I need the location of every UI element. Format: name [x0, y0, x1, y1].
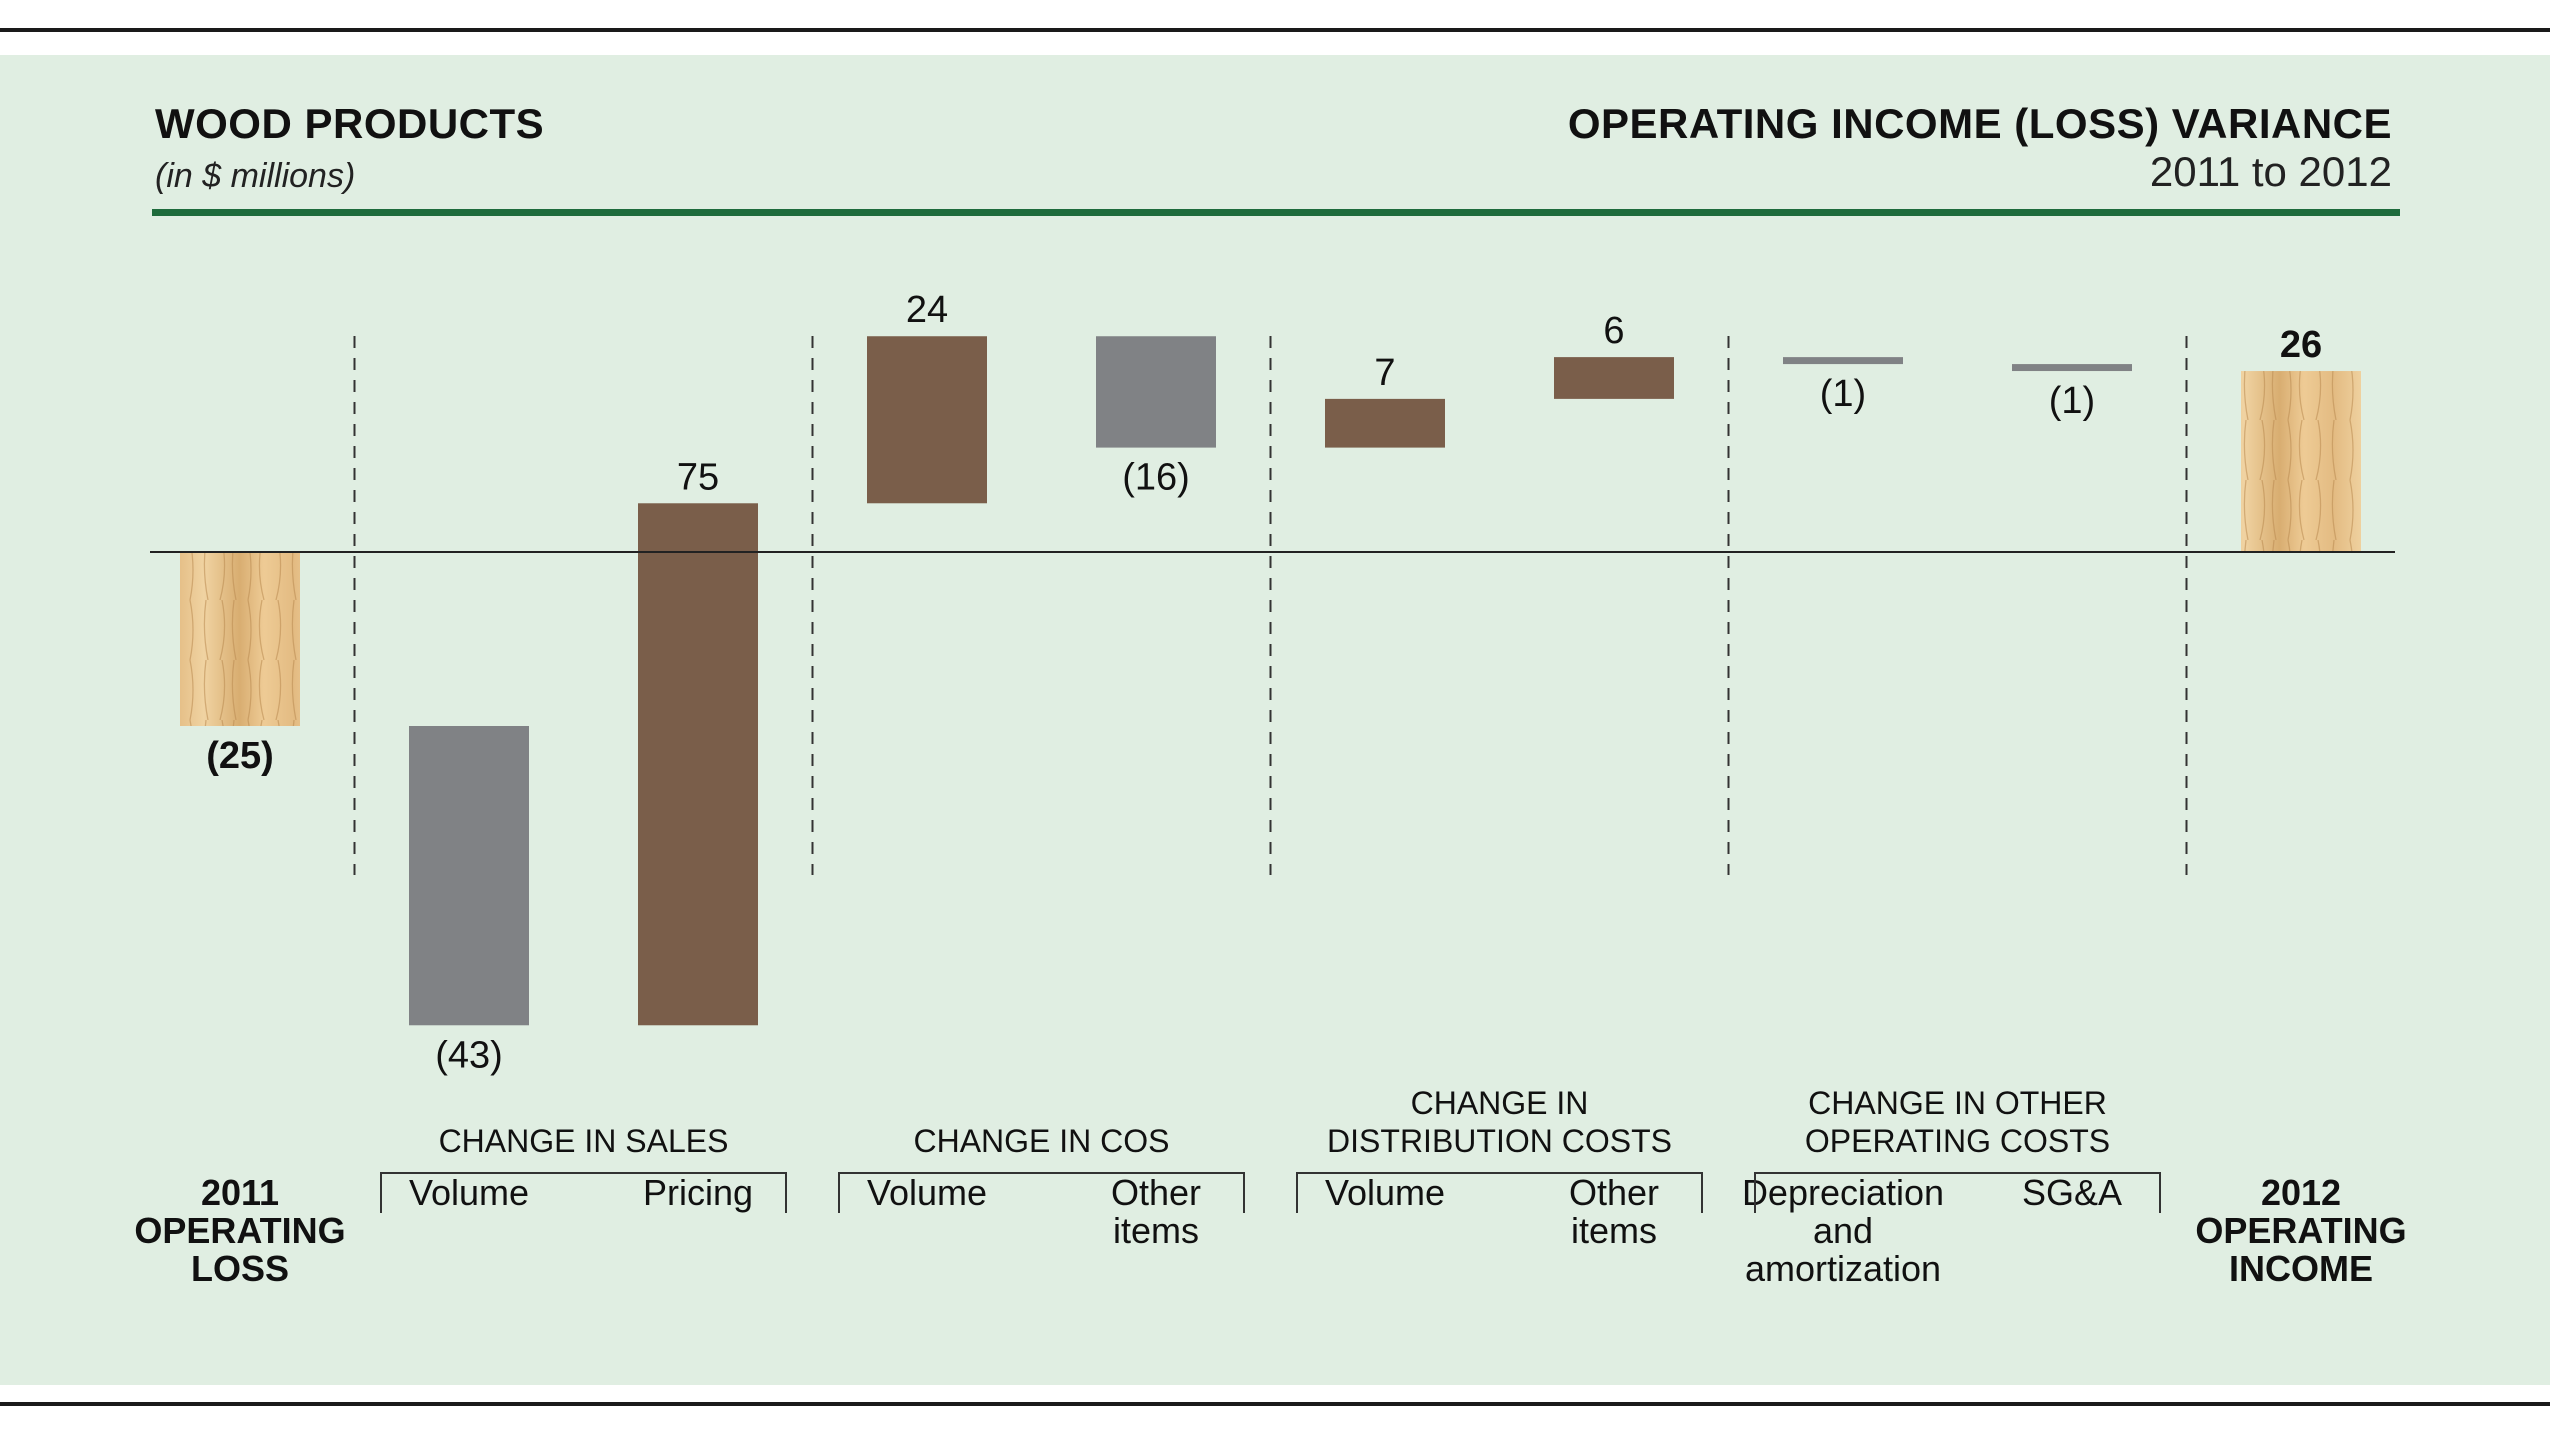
category-label: Pricing	[643, 1172, 753, 1213]
category-label: Other	[1111, 1172, 1201, 1213]
group-label: CHANGE IN OTHER	[1808, 1085, 2107, 1121]
bar	[638, 503, 758, 1026]
group-label: CHANGE IN COS	[913, 1123, 1169, 1159]
top-border-rule	[0, 28, 2550, 32]
category-label: LOSS	[191, 1248, 289, 1289]
bar	[180, 552, 300, 726]
category-label: amortization	[1745, 1248, 1941, 1289]
data-label: 7	[1374, 352, 1395, 394]
chart-title: WOOD PRODUCTS	[155, 100, 545, 147]
category-label: OPERATING	[134, 1210, 345, 1251]
group-bracket	[1754, 1172, 2161, 1213]
chart-panel	[0, 55, 2550, 1385]
data-label: (1)	[1820, 373, 1866, 415]
category-label: Volume	[867, 1172, 987, 1213]
period-subtitle: 2011 to 2012	[2149, 148, 2392, 195]
category-label: and	[1813, 1210, 1873, 1251]
group-bracket	[838, 1172, 1245, 1213]
category-label: 2012	[2261, 1172, 2341, 1213]
bottom-border-rule	[0, 1402, 2550, 1406]
units-note: (in $ millions)	[155, 157, 356, 195]
category-label: items	[1571, 1210, 1657, 1251]
group-label: OPERATING COSTS	[1805, 1123, 2110, 1159]
bar	[1783, 357, 1903, 365]
category-label: INCOME	[2229, 1248, 2373, 1289]
bar	[867, 336, 987, 504]
data-label: 6	[1603, 310, 1624, 352]
data-label: (16)	[1122, 457, 1190, 499]
group-label: CHANGE IN	[1411, 1085, 1589, 1121]
category-label: SG&A	[2022, 1172, 2122, 1213]
category-label: 2011	[201, 1172, 279, 1213]
bar	[409, 726, 529, 1026]
group-bracket	[1296, 1172, 1703, 1213]
group-label: CHANGE IN SALES	[439, 1123, 729, 1159]
category-label: items	[1113, 1210, 1199, 1251]
data-label: 24	[906, 289, 948, 331]
group-bracket	[380, 1172, 787, 1213]
data-label: 75	[677, 456, 719, 498]
bar	[1325, 398, 1445, 448]
data-label: 26	[2280, 324, 2322, 366]
data-label: (1)	[2049, 380, 2095, 422]
category-label: Other	[1569, 1172, 1659, 1213]
header-green-rule	[152, 209, 2400, 216]
group-label: DISTRIBUTION COSTS	[1327, 1123, 1672, 1159]
bar	[1554, 357, 1674, 399]
category-label: Volume	[1325, 1172, 1445, 1213]
bar	[2012, 364, 2132, 372]
category-label: Volume	[409, 1172, 529, 1213]
category-label: OPERATING	[2195, 1210, 2406, 1251]
data-label: (43)	[435, 1034, 503, 1076]
category-label: Depreciation	[1742, 1172, 1944, 1213]
variance-title: OPERATING INCOME (LOSS) VARIANCE	[1567, 100, 2392, 147]
data-label: (25)	[206, 735, 274, 777]
bar	[1096, 336, 1216, 448]
bar	[2241, 371, 2361, 552]
